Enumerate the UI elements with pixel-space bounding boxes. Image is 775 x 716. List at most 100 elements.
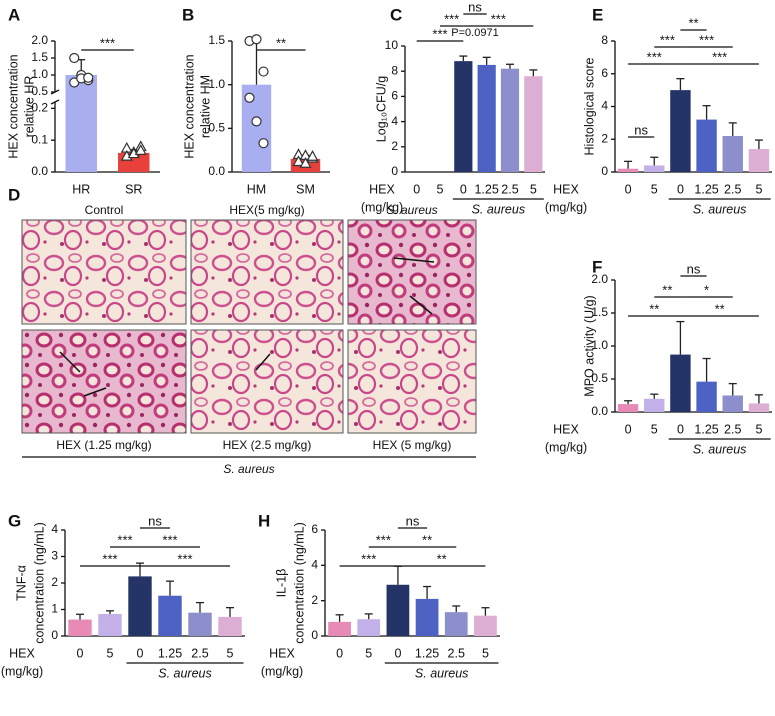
data-point [258,66,269,77]
significance-label: ns [634,122,648,137]
micrograph [21,219,187,325]
row-label: (mg/kg) [545,200,587,214]
x-tick-label: 5 [755,422,762,436]
bar [218,616,242,636]
data-point [258,138,269,149]
row-label: (mg/kg) [545,440,587,454]
y-tick-label: 2 [51,575,58,589]
significance-label: ** [649,301,659,316]
bar [617,404,639,412]
row-label: (mg/kg) [361,200,403,214]
bar [188,612,212,636]
significance-label: ** [715,301,725,316]
significance-label: *** [177,551,192,566]
y-tick-label: 0.5 [31,84,48,98]
significance-label: ns [406,513,420,528]
x-tick-label: 2.5 [501,182,518,196]
significance-label: *** [361,551,376,566]
significance-label: *** [162,532,177,547]
x-tick-label: 0 [677,182,684,196]
row-label: (mg/kg) [1,664,43,678]
bar [617,168,639,172]
y-tick-label: 8 [391,63,398,77]
bar [128,576,152,636]
y-tick-label: 3 [51,549,58,563]
significance-label: *** [100,35,115,50]
bar [357,619,381,636]
significance-label: ** [422,532,432,547]
x-tick-label: 1.25 [474,182,498,196]
panel-letter: A [8,5,20,24]
arrows [59,257,435,397]
y-tick-label: 1.5 [591,305,608,319]
x-tick-label: 0 [625,182,632,196]
panel: B HEX concentration relative HM 0.0 0.5 1.0 1.… [182,5,330,196]
y-tick-label: 1.5 [31,50,48,64]
y-tick-label: 2 [391,139,398,153]
x-tick-label: 0 [460,182,467,196]
group-label: S. aureus [693,442,747,456]
micrograph-label: HEX(5 mg/kg) [229,203,304,217]
data-point [251,116,262,127]
data-point [69,52,80,64]
y-tick-label: 1.0 [31,67,48,81]
x-tick-label: 0 [625,422,632,436]
panel-letter: H [258,511,270,530]
y-tick-label: 1.0 [208,77,225,91]
y-axis-label: relative HR [22,76,36,138]
x-tick-label: 2.5 [191,646,208,660]
significance-label: *** [444,11,459,26]
significance-label: *** [376,532,391,547]
axis-break [50,99,60,105]
x-tick-label: 0 [77,646,84,660]
bar [524,76,543,172]
x-tick-label: 5 [437,182,444,196]
panel-letter: G [8,511,21,530]
bar [328,621,351,636]
y-tick-label: 0.0 [208,164,225,178]
x-tick-label: 0 [677,422,684,436]
x-tick-label: 5 [482,646,489,660]
significance-label: ns [468,0,482,14]
data-point [292,155,305,167]
y-tick-label: 0.2 [31,101,48,115]
significance-label: ** [688,15,698,30]
y-tick-label: 0 [391,164,398,178]
y-axis-label: Log₁₀CFU/g [374,76,388,142]
micrograph [190,219,344,325]
x-tick-label: SM [296,182,315,196]
bar [500,68,520,172]
data-point [251,34,262,45]
panel: H IL-1β concentration (ng/mL) 0 2 4 6 0 5 0 1.25 2.… [258,511,500,680]
bar [644,165,665,172]
x-tick-label: 5 [530,182,537,196]
y-axis-label: HEX concentration [6,54,20,158]
x-tick-label: 0 [336,646,343,660]
bar [68,619,92,636]
x-tick-label: 0 [137,646,144,660]
x-tick-label: 1.25 [694,182,718,196]
data-point [244,92,255,103]
y-tick-label: 1 [51,602,58,616]
group-label: S. aureus [158,666,212,680]
y-axis-label: concentration (ng/mL) [292,522,306,644]
y-axis-label: TNF-α [14,565,28,601]
y-tick-label: 6 [601,66,608,80]
significance-label: *** [491,11,506,26]
y-tick-label: 4 [311,558,318,572]
panel-letter: D [8,185,20,204]
y-tick-label: 10 [385,38,399,52]
panel: E Histological score 0 2 4 6 8 0 5 0 1.25 2.5 5 HEX (m… [545,5,772,216]
y-axis-label: Histological score [582,57,596,155]
x-tick-label: 2.5 [724,422,741,436]
bar [415,598,439,636]
x-tick-label: 2.5 [448,646,465,660]
bar [444,612,468,636]
bar [748,403,770,412]
bar [696,381,717,412]
micrograph [190,329,344,434]
group-label: S. aureus [693,202,747,216]
x-tick-label: 5 [227,646,234,660]
y-tick-label: 0 [601,164,608,178]
